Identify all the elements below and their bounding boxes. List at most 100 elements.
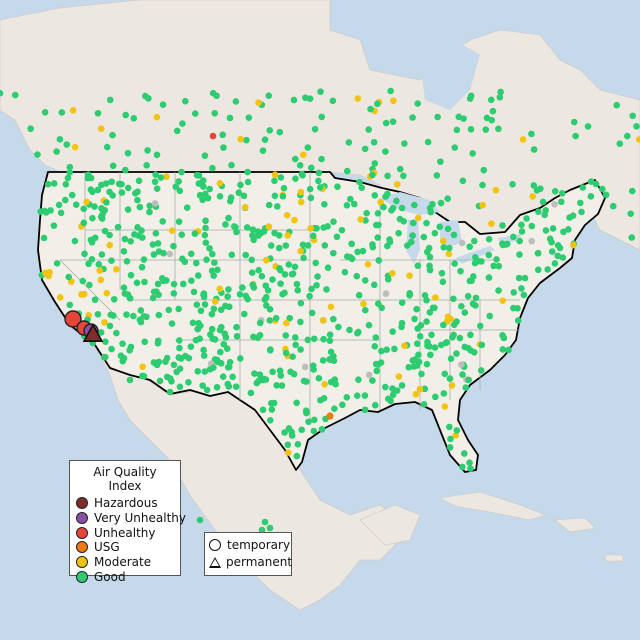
legend-title: Air Quality Index bbox=[93, 465, 157, 493]
good-marker bbox=[280, 184, 288, 192]
good-marker bbox=[384, 275, 392, 283]
good-marker bbox=[106, 231, 113, 239]
good-marker bbox=[136, 316, 144, 324]
good-marker bbox=[476, 322, 484, 330]
good-marker bbox=[355, 291, 363, 299]
good-marker bbox=[165, 306, 173, 314]
good-marker bbox=[249, 226, 257, 233]
good-marker bbox=[103, 199, 110, 206]
good-marker bbox=[56, 293, 64, 301]
good-marker bbox=[237, 181, 244, 189]
good-marker bbox=[99, 211, 106, 218]
good-marker bbox=[284, 441, 292, 449]
good-marker bbox=[166, 388, 174, 396]
good-marker bbox=[300, 254, 307, 262]
good-marker bbox=[139, 363, 146, 371]
good-marker bbox=[243, 224, 251, 231]
good-marker bbox=[40, 234, 48, 242]
good-marker bbox=[429, 200, 436, 208]
good-marker bbox=[34, 151, 41, 158]
good-marker bbox=[317, 88, 324, 95]
good-marker bbox=[150, 288, 158, 296]
good-marker bbox=[578, 208, 585, 216]
good-marker bbox=[515, 274, 523, 282]
good-marker bbox=[177, 355, 185, 362]
good-marker bbox=[188, 277, 195, 285]
good-marker bbox=[369, 377, 376, 384]
good-marker bbox=[112, 266, 120, 273]
good-marker bbox=[153, 185, 161, 192]
good-marker bbox=[446, 423, 453, 431]
good-marker bbox=[424, 138, 432, 146]
good-marker bbox=[628, 234, 636, 241]
lake-superior bbox=[380, 192, 440, 215]
good-marker bbox=[294, 286, 302, 294]
good-marker bbox=[41, 207, 48, 215]
good-marker bbox=[202, 239, 210, 247]
cuba bbox=[439, 491, 546, 521]
good-marker bbox=[391, 345, 398, 353]
good-marker bbox=[232, 98, 240, 105]
good-marker bbox=[382, 383, 389, 391]
good-marker bbox=[310, 335, 318, 343]
good-marker bbox=[354, 248, 361, 256]
good-marker bbox=[523, 215, 530, 222]
good-marker bbox=[437, 341, 445, 349]
good-marker bbox=[409, 232, 416, 239]
good-marker bbox=[94, 186, 102, 194]
good-marker bbox=[331, 405, 338, 412]
good-marker bbox=[71, 237, 79, 245]
good-marker bbox=[206, 245, 213, 252]
good-marker bbox=[146, 208, 153, 216]
unhealthy-marker bbox=[209, 132, 217, 140]
good-marker bbox=[276, 367, 284, 374]
good-marker bbox=[323, 286, 330, 293]
good-marker bbox=[370, 281, 378, 289]
good-marker bbox=[469, 150, 476, 157]
good-marker bbox=[108, 257, 115, 265]
good-marker bbox=[101, 319, 108, 326]
good-marker bbox=[398, 299, 406, 307]
good-marker bbox=[50, 180, 58, 187]
good-marker bbox=[102, 338, 109, 345]
good-marker bbox=[248, 269, 256, 276]
good-marker bbox=[361, 145, 369, 153]
good-marker bbox=[398, 382, 406, 389]
good-marker bbox=[156, 377, 164, 385]
good-marker bbox=[291, 334, 299, 341]
good-marker bbox=[200, 352, 208, 359]
good-marker bbox=[107, 311, 114, 319]
good-marker bbox=[400, 172, 407, 180]
good-marker bbox=[163, 173, 170, 181]
good-marker bbox=[382, 148, 389, 155]
good-marker bbox=[221, 330, 229, 338]
good-marker bbox=[565, 226, 572, 233]
good-marker bbox=[499, 241, 507, 249]
good-marker bbox=[389, 391, 397, 399]
good-marker bbox=[353, 272, 361, 280]
good-marker bbox=[155, 311, 163, 319]
good-marker bbox=[326, 337, 334, 345]
good-marker bbox=[168, 227, 176, 234]
good-marker bbox=[426, 309, 434, 316]
good-marker bbox=[309, 232, 317, 240]
good-marker bbox=[326, 331, 334, 339]
good-marker bbox=[436, 223, 443, 231]
hazardous-swatch bbox=[76, 497, 88, 510]
good-marker bbox=[41, 109, 49, 116]
good-marker bbox=[228, 251, 236, 259]
good-marker bbox=[201, 152, 209, 159]
good-marker bbox=[131, 190, 139, 197]
good-marker bbox=[428, 331, 435, 339]
good-marker bbox=[143, 313, 150, 321]
good-marker bbox=[387, 87, 394, 95]
good-marker bbox=[361, 306, 369, 314]
good-marker bbox=[202, 217, 209, 225]
good-marker bbox=[437, 158, 444, 165]
good-marker bbox=[423, 219, 430, 227]
good-marker bbox=[439, 278, 447, 286]
good-marker bbox=[534, 249, 542, 257]
good-marker bbox=[457, 361, 465, 368]
good-marker bbox=[544, 266, 551, 273]
good-marker bbox=[528, 237, 535, 245]
